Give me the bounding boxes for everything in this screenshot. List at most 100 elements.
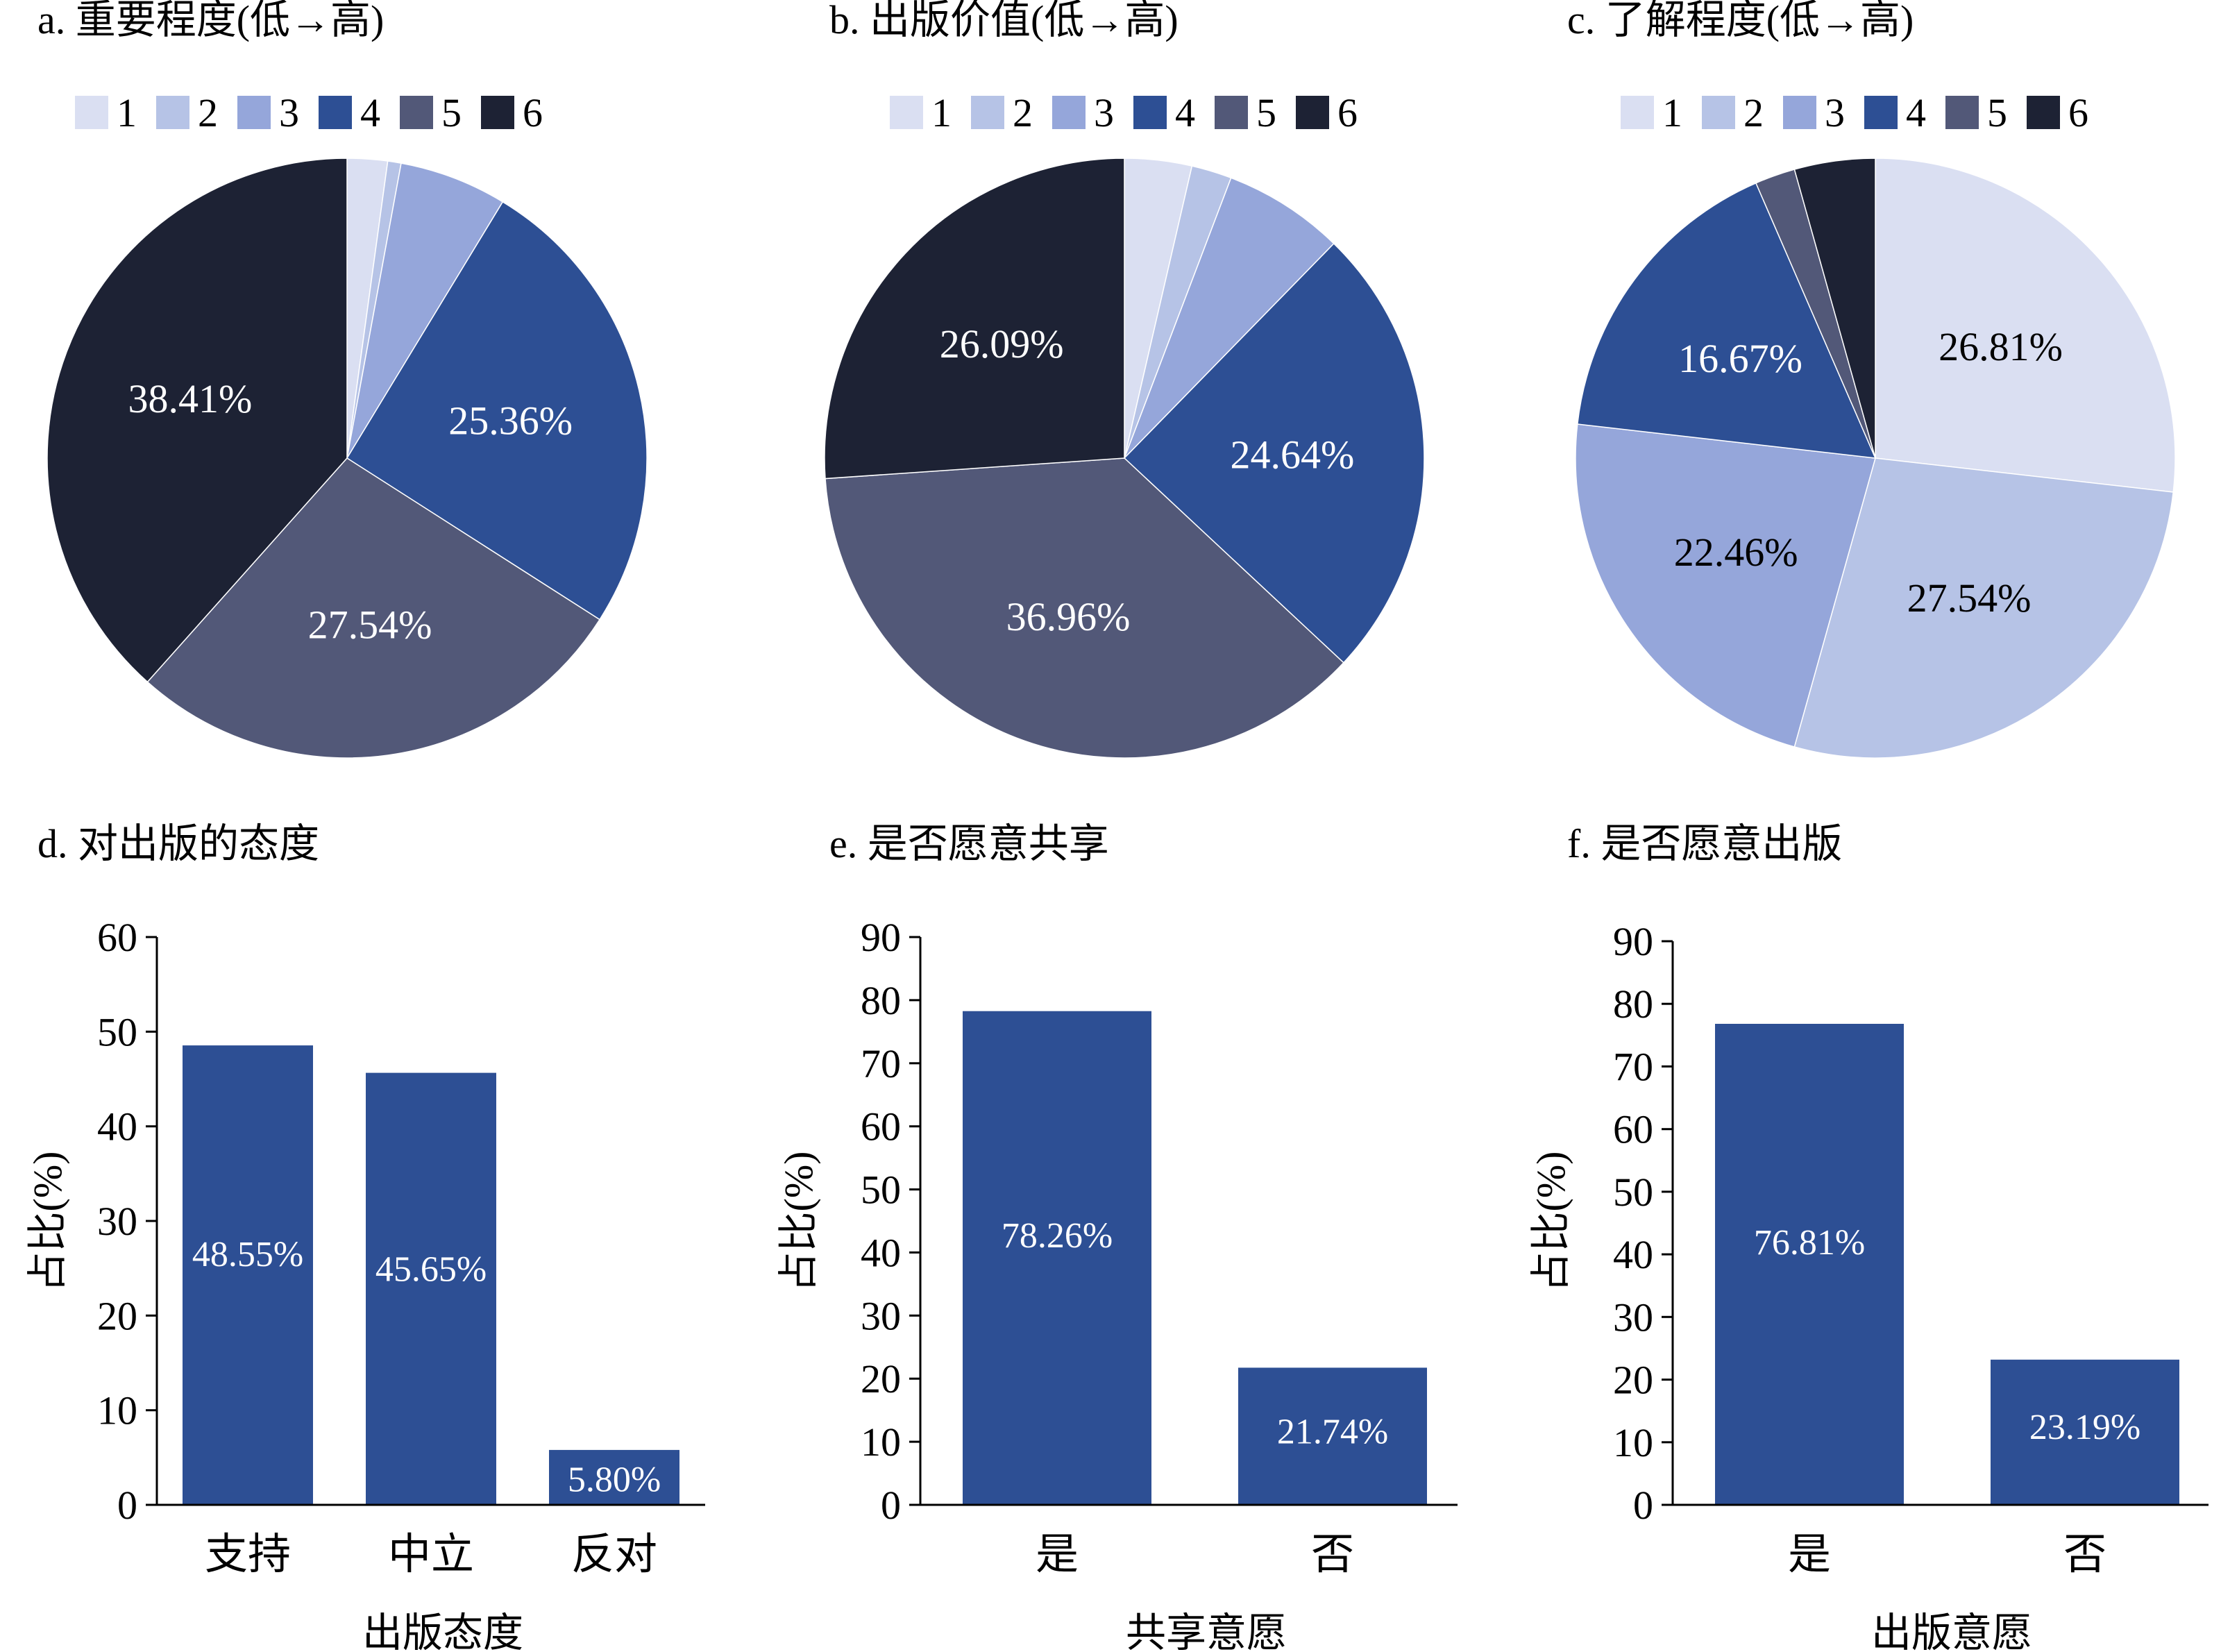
panel-c-slice-label-1: 26.81% xyxy=(1939,324,2063,369)
panel-b-legend-swatch-1 xyxy=(890,96,923,129)
panel-b-slice-4 xyxy=(1123,242,1425,664)
panel-b-title: b. 出版价值(低→高) xyxy=(829,0,1179,42)
panel-a-slice-label-4: 25.36% xyxy=(448,398,573,443)
panel-e-y-tick-label-8: 80 xyxy=(861,978,901,1023)
panel-c-legend-label-6: 6 xyxy=(2068,90,2088,135)
panel-e-title: e. 是否愿意共享 xyxy=(829,821,1109,866)
panel-a-slice-4 xyxy=(346,201,648,621)
panel-e-bar-label-1: 78.26% xyxy=(1002,1216,1113,1256)
panel-a-slice-label-5: 27.54% xyxy=(308,602,432,648)
panel-a-slice-label-6: 38.41% xyxy=(128,376,252,421)
panel-a-legend-label-3: 3 xyxy=(279,90,299,135)
panel-e: e. 是否愿意共享 占比(%) 共享意愿 78.26% 是 21.74% 否 0 10 20… xyxy=(776,821,1458,1652)
panel-c-legend-swatch-6 xyxy=(2027,96,2060,129)
panel-c-legend-swatch-5 xyxy=(1945,96,1979,129)
panel-b-legend-label-5: 5 xyxy=(1256,90,1276,135)
panel-a-legend-label-1: 1 xyxy=(117,90,137,135)
panel-c-legend: 1 2 3 4 5 6 xyxy=(1621,90,2088,135)
panel-c: c. 了解程度(低→高) 1 2 3 4 5 6 26.81% 27.54% 22.46% 16… xyxy=(1567,0,2176,759)
panel-d-bar-1 xyxy=(183,1045,313,1505)
panel-d-y-tick-label-4: 40 xyxy=(97,1104,137,1149)
panel-e-y-tick-label-5: 50 xyxy=(861,1168,901,1213)
panel-b-slice-5 xyxy=(825,457,1344,759)
panel-d-category-label-3: 反对 xyxy=(571,1531,657,1578)
panel-a-title: a. 重要程度(低→高) xyxy=(37,0,384,42)
panel-f-xlabel: 出版意愿 xyxy=(1871,1610,2032,1652)
panel-d-y-tick-label-6: 60 xyxy=(97,915,137,960)
panel-a-legend-swatch-6 xyxy=(481,96,514,129)
panel-f-y-tick-label-2: 20 xyxy=(1613,1358,1653,1403)
panel-d-y-tick-label-5: 50 xyxy=(97,1009,137,1054)
panel-f-y-tick-label-9: 90 xyxy=(1613,919,1653,964)
panel-a-slice-3 xyxy=(346,162,504,459)
panel-f-y-tick-label-7: 70 xyxy=(1613,1044,1653,1089)
panel-b: b. 出版价值(低→高) 1 2 3 4 5 6 24.64% 36.96% 26.09% xyxy=(824,0,1425,759)
panel-c-legend-label-5: 5 xyxy=(1987,90,2007,135)
panel-f-title: f. 是否愿意出版 xyxy=(1567,821,1842,866)
panel-f-y-tick-label-0: 0 xyxy=(1633,1483,1653,1528)
panel-e-plot: 78.26% 是 21.74% 否 0 10 20 30 40 50 60 70 80 90 xyxy=(861,915,1458,1578)
panel-d-y-tick-label-1: 10 xyxy=(97,1388,137,1433)
panel-a-slice-5 xyxy=(146,457,601,759)
panel-b-slice-label-6: 26.09% xyxy=(940,321,1064,366)
panel-b-legend-label-4: 4 xyxy=(1175,90,1195,135)
panel-f-y-tick-label-1: 10 xyxy=(1613,1420,1653,1465)
panel-c-legend-label-3: 3 xyxy=(1825,90,1845,135)
panel-f-bar-label-2: 23.19% xyxy=(2029,1408,2140,1447)
panel-b-slice-6 xyxy=(824,158,1125,480)
panel-a-slice-6 xyxy=(47,158,348,683)
panel-e-bar-2 xyxy=(1238,1367,1427,1505)
panel-e-y-tick-label-1: 10 xyxy=(861,1419,901,1465)
panel-f-bar-1 xyxy=(1715,1024,1904,1505)
panel-d-category-label-1: 支持 xyxy=(205,1531,291,1578)
panel-c-slice-label-4: 16.67% xyxy=(1678,336,1802,381)
panel-c-slice-4 xyxy=(1576,182,1877,459)
panel-d-y-tick-label-0: 0 xyxy=(117,1483,137,1528)
panel-a-legend-label-5: 5 xyxy=(441,90,462,135)
panel-a: a. 重要程度(低→高) 1 2 3 4 5 6 25.36% 27.54% 38.41% xyxy=(37,0,648,759)
panel-b-slice-3 xyxy=(1124,177,1335,459)
panel-b-legend-swatch-6 xyxy=(1296,96,1329,129)
panel-f-plot: 76.81% 是 23.19% 否 0 10 20 30 40 50 60 70 80 90 xyxy=(1613,919,2209,1578)
panel-a-legend-label-6: 6 xyxy=(523,90,543,135)
panel-c-legend-swatch-4 xyxy=(1864,96,1898,129)
panel-c-legend-swatch-3 xyxy=(1783,96,1816,129)
panel-c-slice-label-2: 27.54% xyxy=(1907,575,2032,621)
panel-f-y-tick-label-5: 50 xyxy=(1613,1170,1653,1215)
panel-c-slice-6 xyxy=(1793,158,1876,459)
panel-d-y-tick-label-2: 20 xyxy=(97,1293,137,1338)
panel-e-bar-label-2: 21.74% xyxy=(1277,1412,1388,1451)
panel-f-y-tick-label-8: 80 xyxy=(1613,981,1653,1027)
panel-a-legend: 1 2 3 4 5 6 xyxy=(75,90,543,135)
panel-d-title: d. 对出版的态度 xyxy=(37,821,319,866)
panel-d-ylabel: 占比(%) xyxy=(25,1152,70,1292)
panel-a-legend-swatch-3 xyxy=(237,96,271,129)
panel-e-y-tick-label-0: 0 xyxy=(881,1483,901,1528)
panel-f-y-tick-label-4: 40 xyxy=(1613,1232,1653,1277)
panel-e-category-label-2: 否 xyxy=(1311,1531,1354,1578)
panel-c-slice-1 xyxy=(1875,158,2176,493)
panel-c-slice-2 xyxy=(1793,457,2174,759)
panel-c-legend-label-2: 2 xyxy=(1743,90,1764,135)
panel-d-bar-3 xyxy=(549,1449,679,1505)
panel-c-title: c. 了解程度(低→高) xyxy=(1567,0,1914,42)
panel-c-pie: 26.81% 27.54% 22.46% 16.67% xyxy=(1575,158,2176,759)
panel-c-legend-label-1: 1 xyxy=(1662,90,1682,135)
panel-c-legend-label-4: 4 xyxy=(1906,90,1926,135)
panel-f-bar-label-1: 76.81% xyxy=(1754,1223,1865,1263)
panel-e-category-label-1: 是 xyxy=(1036,1531,1079,1578)
panel-f: f. 是否愿意出版 占比(%) 出版意愿 76.81% 是 23.19% 否 0 10 20… xyxy=(1528,821,2209,1652)
panel-d-bar-label-1: 48.55% xyxy=(192,1235,303,1274)
panel-c-slice-label-3: 22.46% xyxy=(1674,530,1798,575)
panel-b-slice-label-5: 36.96% xyxy=(1006,594,1131,639)
panel-d-category-label-2: 中立 xyxy=(388,1531,474,1578)
panel-d-plot: 48.55% 支持 45.65% 中立 5.80% 反对 0 10 20 30 40 50 60 xyxy=(97,915,705,1578)
panel-f-bar-2 xyxy=(1991,1359,2179,1505)
panel-e-y-tick-label-4: 40 xyxy=(861,1230,901,1275)
panel-b-legend-swatch-3 xyxy=(1052,96,1086,129)
panel-d-bar-2 xyxy=(366,1072,496,1505)
panel-a-legend-swatch-4 xyxy=(319,96,352,129)
panel-b-legend: 1 2 3 4 5 6 xyxy=(890,90,1358,135)
panel-a-legend-swatch-1 xyxy=(75,96,108,129)
